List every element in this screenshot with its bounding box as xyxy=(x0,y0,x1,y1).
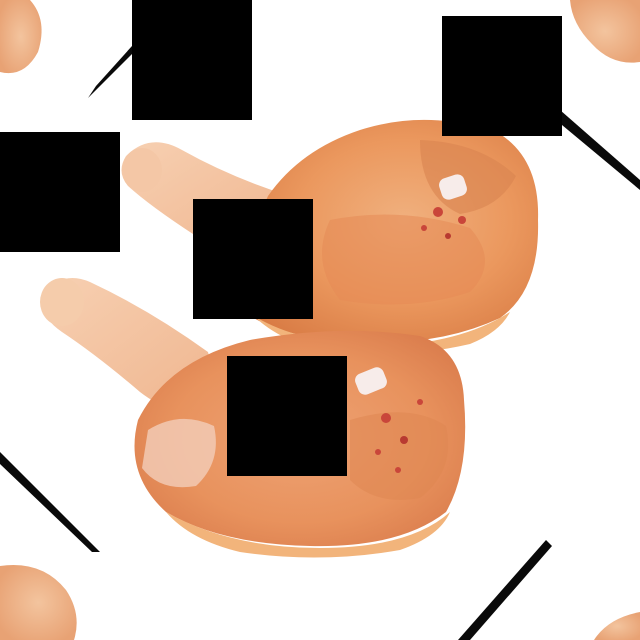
border-streak xyxy=(88,46,132,98)
border-streak xyxy=(458,540,552,640)
blood-spot xyxy=(400,436,408,444)
bone xyxy=(439,174,467,200)
occlusion-box xyxy=(132,0,252,120)
bone xyxy=(355,367,387,395)
blood-spot xyxy=(395,467,401,473)
muscle-shading xyxy=(322,214,485,305)
blood-spot xyxy=(375,449,381,455)
border-streak xyxy=(556,110,640,190)
membrane-patch xyxy=(142,418,216,488)
blood-spot xyxy=(421,225,427,231)
occlusion-box xyxy=(0,132,120,252)
occlusion-box xyxy=(193,199,313,319)
occlusion-box xyxy=(442,16,562,136)
skin-edge xyxy=(166,512,450,558)
drumstick-knuckle xyxy=(122,148,162,192)
border-streak xyxy=(0,452,100,552)
drumstick-knuckle xyxy=(40,278,84,326)
blood-spot xyxy=(458,216,466,224)
corner-fragment-bottom-right xyxy=(594,612,640,640)
corner-fragment-top-right xyxy=(570,0,640,63)
blood-spot xyxy=(445,233,451,239)
blood-spot xyxy=(433,207,443,217)
occlusion-box xyxy=(227,356,347,476)
muscle-shading xyxy=(350,412,449,500)
blood-spot xyxy=(381,413,391,423)
blood-spot xyxy=(417,399,423,405)
corner-fragment-top-left xyxy=(0,0,42,74)
corner-fragment-bottom-left xyxy=(0,565,77,640)
